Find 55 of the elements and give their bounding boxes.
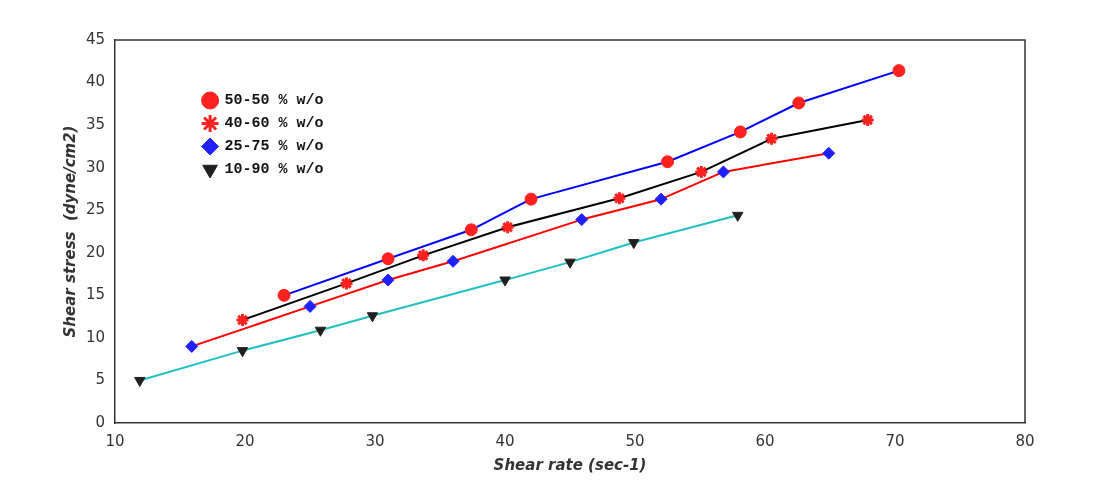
x-tick-label: 30 xyxy=(365,431,385,450)
legend-label: 25-75 % w/o xyxy=(224,138,324,156)
y-tick-label: 10 xyxy=(85,327,106,346)
y-tick-label: 25 xyxy=(85,200,106,219)
point xyxy=(381,252,395,266)
point xyxy=(277,288,291,302)
point xyxy=(134,376,146,387)
legend-label: 10-90 % w/o xyxy=(224,161,324,179)
point xyxy=(499,276,511,287)
point xyxy=(661,155,675,169)
x-tick-label: 60 xyxy=(755,431,775,450)
point xyxy=(500,219,516,235)
y-tick-label: 45 xyxy=(85,29,106,48)
x-tick-label: 20 xyxy=(235,431,255,450)
y-tick-label: 30 xyxy=(85,157,106,176)
x-axis-title: Shear rate (sec-1) xyxy=(493,455,647,474)
point xyxy=(732,211,744,222)
point xyxy=(733,125,747,139)
point xyxy=(234,312,250,328)
point xyxy=(524,192,538,206)
y-axis-title: Shear stress (dyne/cm2) xyxy=(60,125,79,338)
point xyxy=(366,312,379,323)
point xyxy=(860,112,876,128)
legend-label: 50-50 % w/o xyxy=(224,92,324,110)
y-tick-label: 20 xyxy=(85,242,106,261)
point xyxy=(611,190,627,206)
point xyxy=(693,164,709,180)
point xyxy=(822,146,836,160)
legend-label: 40-60 % w/o xyxy=(224,115,324,133)
x-tick-label: 40 xyxy=(495,431,515,450)
point xyxy=(303,299,317,313)
point xyxy=(381,273,395,287)
y-tick-label: 35 xyxy=(85,115,106,133)
point xyxy=(185,339,199,353)
x-tick-label: 80 xyxy=(1015,431,1035,450)
x-tick-label: 70 xyxy=(885,431,905,450)
point xyxy=(338,275,354,291)
point xyxy=(654,192,668,206)
point xyxy=(464,223,478,237)
point xyxy=(628,239,640,250)
point xyxy=(792,96,806,110)
point xyxy=(314,326,327,337)
point xyxy=(446,254,460,268)
point xyxy=(716,165,730,179)
y-tick-label: 5 xyxy=(95,370,106,389)
y-tick-label: 15 xyxy=(85,285,106,304)
y-tick-label: 40 xyxy=(85,72,106,91)
point xyxy=(415,247,431,263)
x-tick-label: 50 xyxy=(625,431,645,450)
y-tick-label: 0 xyxy=(95,412,106,431)
point xyxy=(575,213,589,227)
point xyxy=(764,131,780,147)
point xyxy=(236,347,249,358)
point xyxy=(892,64,906,78)
point xyxy=(564,258,576,269)
